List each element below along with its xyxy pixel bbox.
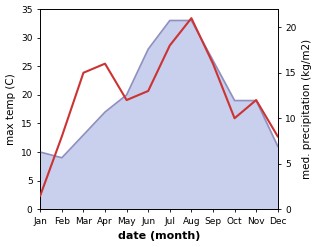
X-axis label: date (month): date (month)	[118, 231, 200, 242]
Y-axis label: med. precipitation (kg/m2): med. precipitation (kg/m2)	[302, 39, 313, 179]
Y-axis label: max temp (C): max temp (C)	[5, 73, 16, 145]
